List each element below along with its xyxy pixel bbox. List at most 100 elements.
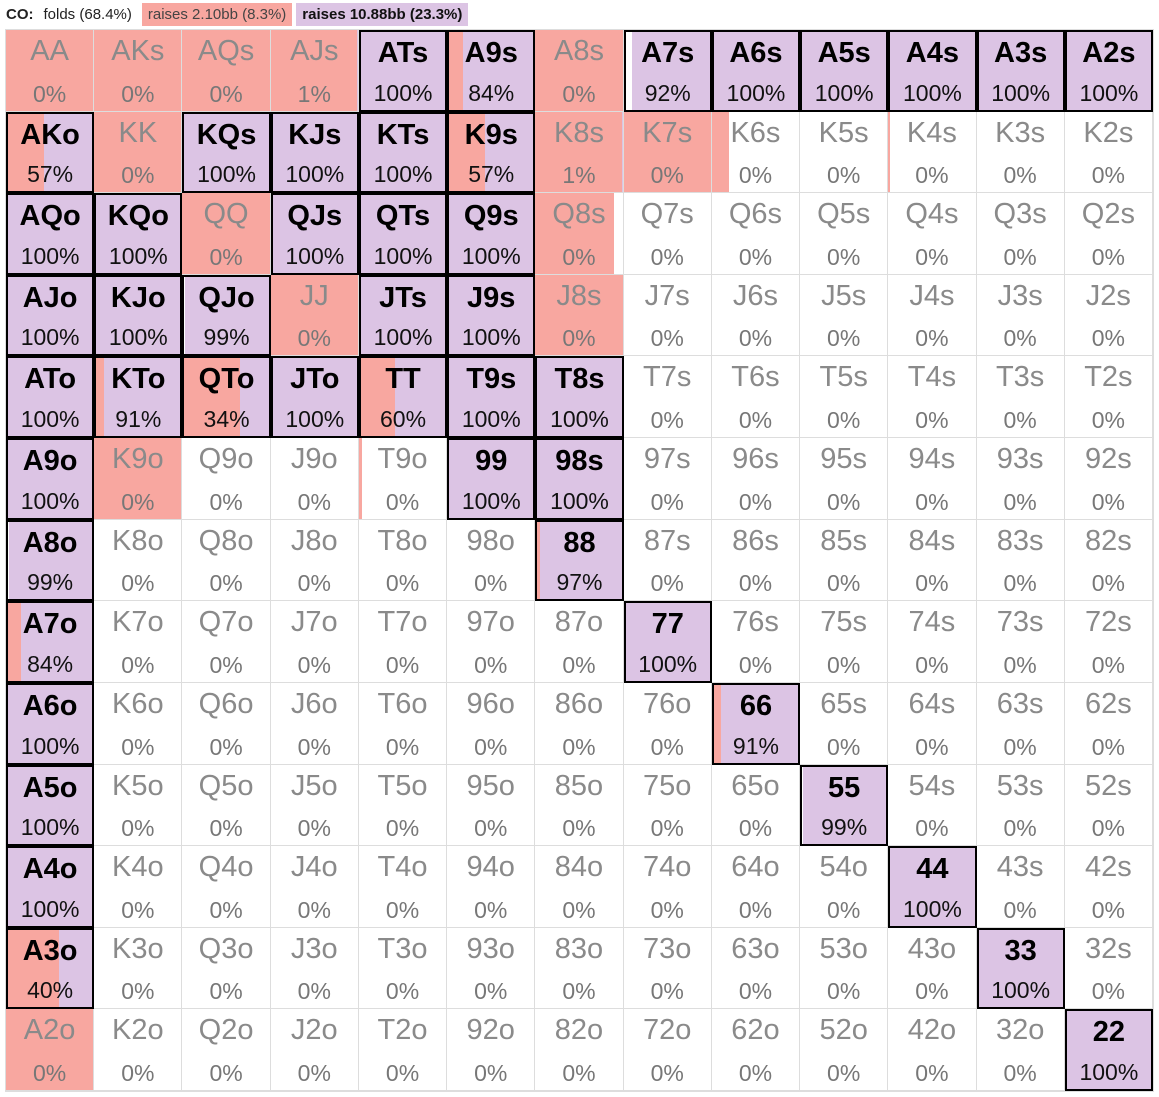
hand-cell-J4s[interactable]: J4s 0% [888,274,977,357]
hand-cell-J2o[interactable]: J2o 0% [270,1009,359,1091]
hand-cell-82o[interactable]: 82o 0% [535,1009,624,1091]
hand-cell-K5o[interactable]: K5o 0% [94,764,183,847]
hand-cell-44[interactable]: 44 100% [888,846,977,928]
hand-cell-54s[interactable]: 54s 0% [888,764,977,847]
hand-cell-85s[interactable]: 85s 0% [800,519,889,602]
hand-cell-55[interactable]: 55 99% [800,764,889,847]
hand-cell-Q7o[interactable]: Q7o 0% [182,601,271,683]
hand-cell-J5o[interactable]: J5o 0% [270,764,359,847]
hand-cell-99[interactable]: 99 100% [447,438,536,520]
hand-cell-K4s[interactable]: K4s 0% [888,111,977,194]
hand-cell-63o[interactable]: 63o 0% [711,927,801,1010]
hand-cell-83s[interactable]: 83s 0% [976,519,1065,602]
hand-cell-76s[interactable]: 76s 0% [711,601,801,683]
hand-cell-64s[interactable]: 64s 0% [888,682,977,765]
hand-cell-88[interactable]: 88 97% [535,519,624,602]
hand-cell-J9o[interactable]: J9o 0% [270,438,359,520]
hand-cell-76o[interactable]: 76o 0% [623,682,712,765]
hand-cell-Q2o[interactable]: Q2o 0% [182,1009,271,1091]
hand-cell-63s[interactable]: 63s 0% [976,682,1065,765]
hand-cell-22[interactable]: 22 100% [1064,1009,1153,1091]
hand-cell-T5s[interactable]: T5s 0% [800,356,889,439]
hand-cell-32s[interactable]: 32s 0% [1064,927,1153,1010]
hand-cell-Q2s[interactable]: Q2s 0% [1064,193,1153,275]
hand-cell-53s[interactable]: 53s 0% [976,764,1065,847]
legend-raise-small[interactable]: raises 2.10bb (8.3%) [141,2,293,26]
hand-cell-75s[interactable]: 75s 0% [800,601,889,683]
hand-cell-85o[interactable]: 85o 0% [535,764,624,847]
hand-cell-K5s[interactable]: K5s 0% [800,111,889,194]
hand-cell-A4o[interactable]: A4o 100% [6,846,95,928]
hand-cell-96o[interactable]: 96o 0% [447,682,536,765]
hand-cell-K2s[interactable]: K2s 0% [1064,111,1153,194]
hand-cell-AJo[interactable]: AJo 100% [6,274,95,357]
hand-cell-Q4s[interactable]: Q4s 0% [888,193,977,275]
hand-cell-A7o[interactable]: A7o 84% [6,601,95,683]
hand-cell-T9s[interactable]: T9s 100% [447,356,536,439]
hand-cell-K3s[interactable]: K3s 0% [976,111,1065,194]
hand-cell-A9o[interactable]: A9o 100% [6,438,95,520]
hand-cell-53o[interactable]: 53o 0% [800,927,889,1010]
hand-cell-83o[interactable]: 83o 0% [535,927,624,1010]
hand-cell-AQo[interactable]: AQo 100% [6,193,95,275]
hand-cell-K3o[interactable]: K3o 0% [94,927,183,1010]
hand-cell-92o[interactable]: 92o 0% [447,1009,536,1091]
hand-cell-KQo[interactable]: KQo 100% [94,193,183,275]
hand-cell-95s[interactable]: 95s 0% [800,438,889,520]
hand-cell-A3s[interactable]: A3s 100% [976,30,1065,112]
hand-cell-K6s[interactable]: K6s 0% [711,111,801,194]
hand-cell-77[interactable]: 77 100% [623,601,712,683]
hand-cell-Q9s[interactable]: Q9s 100% [447,193,536,275]
hand-cell-ATs[interactable]: ATs 100% [358,30,448,112]
hand-cell-TT[interactable]: TT 60% [358,356,448,439]
hand-cell-JTs[interactable]: JTs 100% [358,274,448,357]
hand-cell-T2s[interactable]: T2s 0% [1064,356,1153,439]
hand-cell-A2o[interactable]: A2o 0% [6,1009,95,1091]
hand-cell-62s[interactable]: 62s 0% [1064,682,1153,765]
hand-cell-J7s[interactable]: J7s 0% [623,274,712,357]
hand-cell-QTo[interactable]: QTo 34% [182,356,271,439]
hand-cell-KJs[interactable]: KJs 100% [270,111,359,194]
hand-cell-A5s[interactable]: A5s 100% [800,30,889,112]
hand-cell-Q6s[interactable]: Q6s 0% [711,193,801,275]
hand-cell-Q8s[interactable]: Q8s 0% [535,193,624,275]
hand-cell-KQs[interactable]: KQs 100% [182,111,271,194]
hand-cell-KJo[interactable]: KJo 100% [94,274,183,357]
hand-cell-52o[interactable]: 52o 0% [800,1009,889,1091]
hand-cell-T4s[interactable]: T4s 0% [888,356,977,439]
hand-cell-Q9o[interactable]: Q9o 0% [182,438,271,520]
hand-cell-T6o[interactable]: T6o 0% [358,682,448,765]
hand-cell-K4o[interactable]: K4o 0% [94,846,183,928]
hand-cell-QJo[interactable]: QJo 99% [182,274,271,357]
hand-cell-64o[interactable]: 64o 0% [711,846,801,928]
hand-cell-KTo[interactable]: KTo 91% [94,356,183,439]
hand-cell-Q5o[interactable]: Q5o 0% [182,764,271,847]
hand-cell-K7s[interactable]: K7s 0% [623,111,712,194]
hand-cell-92s[interactable]: 92s 0% [1064,438,1153,520]
hand-cell-93s[interactable]: 93s 0% [976,438,1065,520]
hand-cell-T7o[interactable]: T7o 0% [358,601,448,683]
hand-cell-A2s[interactable]: A2s 100% [1064,30,1153,112]
hand-cell-J2s[interactable]: J2s 0% [1064,274,1153,357]
hand-cell-AKs[interactable]: AKs 0% [94,30,183,112]
hand-cell-J6s[interactable]: J6s 0% [711,274,801,357]
hand-cell-93o[interactable]: 93o 0% [447,927,536,1010]
hand-cell-KK[interactable]: KK 0% [94,111,183,194]
hand-cell-43o[interactable]: 43o 0% [888,927,977,1010]
hand-cell-A8o[interactable]: A8o 99% [6,519,95,602]
hand-cell-74o[interactable]: 74o 0% [623,846,712,928]
hand-cell-J8s[interactable]: J8s 0% [535,274,624,357]
hand-cell-72s[interactable]: 72s 0% [1064,601,1153,683]
hand-cell-75o[interactable]: 75o 0% [623,764,712,847]
hand-cell-K8o[interactable]: K8o 0% [94,519,183,602]
hand-cell-Q3o[interactable]: Q3o 0% [182,927,271,1010]
hand-cell-J6o[interactable]: J6o 0% [270,682,359,765]
hand-cell-98o[interactable]: 98o 0% [447,519,536,602]
hand-cell-T3o[interactable]: T3o 0% [358,927,448,1010]
hand-cell-T5o[interactable]: T5o 0% [358,764,448,847]
hand-cell-Q8o[interactable]: Q8o 0% [182,519,271,602]
hand-cell-QQ[interactable]: QQ 0% [182,193,271,275]
hand-cell-K2o[interactable]: K2o 0% [94,1009,183,1091]
hand-cell-J3o[interactable]: J3o 0% [270,927,359,1010]
hand-cell-JTo[interactable]: JTo 100% [270,356,359,439]
